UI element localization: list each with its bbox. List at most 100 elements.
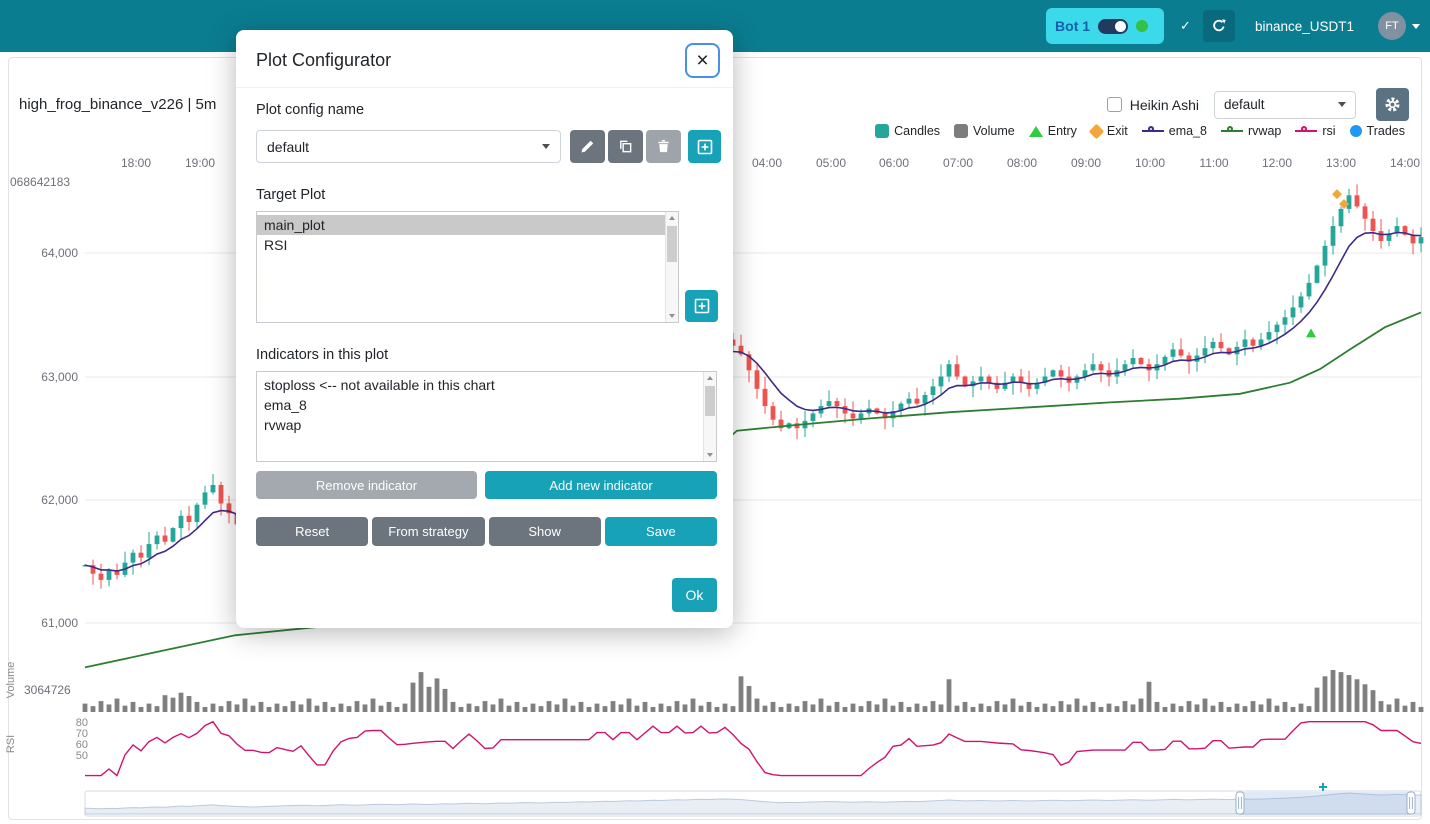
svg-text:06:00: 06:00 — [879, 156, 909, 170]
bot-toggle[interactable] — [1098, 18, 1129, 34]
close-icon[interactable]: × — [685, 43, 720, 78]
svg-text:11:00: 11:00 — [1199, 156, 1228, 170]
svg-text:80: 80 — [76, 717, 88, 729]
exit-marker-icon — [1332, 189, 1342, 200]
refresh-button[interactable] — [1202, 10, 1235, 42]
rvwap-swatch-icon — [1221, 126, 1243, 136]
pair-label: binance_USDT1 — [1254, 18, 1354, 34]
legend-label: Entry — [1047, 124, 1077, 138]
legend-item-rsi[interactable]: rsi — [1295, 124, 1336, 138]
bot-name-label: Bot 1 — [1055, 18, 1091, 34]
plus-square-icon — [697, 139, 712, 154]
chevron-down-icon — [542, 144, 550, 149]
list-option[interactable]: stoploss <-- not available in this chart — [264, 377, 495, 393]
chart-title: high_frog_binance_v226 | 5m — [19, 96, 217, 113]
legend-label: ema_8 — [1168, 124, 1207, 138]
scrollbar[interactable] — [703, 372, 716, 461]
target-plot-list[interactable]: main_plot RSI — [256, 211, 679, 323]
datazoom-slider[interactable] — [84, 783, 1422, 817]
chart-controls: Heikin Ashi default — [1106, 88, 1409, 121]
svg-text:10:00: 10:00 — [1135, 156, 1165, 170]
legend-label: rsi — [1322, 124, 1336, 138]
datazoom-trade-marker-icon — [1319, 783, 1327, 791]
scroll-down-icon[interactable] — [666, 309, 678, 322]
trash-icon — [658, 140, 669, 153]
add-config-button[interactable] — [688, 130, 721, 163]
header-divider — [236, 87, 733, 88]
svg-text:04:00: 04:00 — [752, 156, 782, 170]
svg-text:50: 50 — [76, 750, 88, 762]
plot-settings-button[interactable] — [1376, 88, 1409, 121]
svg-text:05:00: 05:00 — [816, 156, 846, 170]
indicators-list[interactable]: stoploss <-- not available in this chart… — [256, 371, 717, 462]
plus-square-icon — [694, 298, 709, 314]
list-option[interactable]: rvwap — [264, 417, 302, 433]
navbar-right-cluster: Bot 1 ✓ binance_USDT1 FT — [1046, 0, 1420, 52]
legend-item-rvwap[interactable]: rvwap — [1221, 124, 1281, 138]
target-plot-label: Target Plot — [256, 187, 326, 203]
svg-text:08:00: 08:00 — [1007, 156, 1037, 170]
scroll-up-icon[interactable] — [704, 372, 716, 385]
legend-label: rvwap — [1248, 124, 1282, 138]
user-menu[interactable]: FT — [1378, 12, 1420, 40]
legend-item-exit[interactable]: Exit — [1088, 123, 1128, 139]
legend-item-candles[interactable]: Candles — [875, 124, 940, 138]
list-option[interactable]: ema_8 — [264, 397, 307, 413]
ema_8-swatch-icon — [1141, 126, 1164, 136]
list-option[interactable]: main_plot — [257, 215, 665, 235]
svg-text:09:00: 09:00 — [1071, 156, 1101, 170]
remove-indicator-button[interactable]: Remove indicator — [256, 471, 477, 499]
legend-item-trades[interactable]: Trades — [1349, 124, 1405, 138]
heikin-ashi-checkbox[interactable] — [1106, 97, 1122, 112]
duplicate-config-button[interactable] — [608, 130, 643, 163]
indicators-label: Indicators in this plot — [256, 347, 389, 363]
svg-text:068642183: 068642183 — [10, 175, 70, 189]
exit-marker-icon — [1339, 198, 1349, 209]
plot-config-dropdown-value: default — [1224, 97, 1265, 112]
rename-config-button[interactable] — [570, 130, 605, 163]
volume-pane — [82, 670, 1424, 712]
check-icon: ✓ — [1180, 18, 1191, 33]
ok-button[interactable]: Ok — [672, 578, 717, 612]
scroll-thumb[interactable] — [705, 386, 715, 416]
svg-text:14:00: 14:00 — [1390, 156, 1420, 170]
bot-online-dot-icon — [1136, 20, 1149, 32]
datazoom-left-handle[interactable] — [1235, 791, 1245, 815]
rsi-pane — [85, 720, 1422, 777]
scrollbar[interactable] — [665, 212, 678, 322]
save-button[interactable]: Save — [604, 517, 717, 546]
scroll-down-icon[interactable] — [704, 448, 716, 461]
indicator-actions-row: Remove indicator Add new indicator — [256, 471, 717, 499]
add-plot-button[interactable] — [685, 290, 718, 322]
datazoom-right-handle[interactable] — [1406, 791, 1416, 815]
legend-item-volume[interactable]: Volume — [954, 124, 1015, 138]
svg-text:18:00: 18:00 — [121, 156, 151, 170]
bot-selector[interactable]: Bot 1 — [1046, 8, 1165, 44]
scroll-up-icon[interactable] — [666, 212, 678, 225]
legend-label: Candles — [894, 124, 941, 138]
plot-config-dropdown[interactable]: default — [1214, 90, 1356, 119]
config-actions-row: Reset From strategy Show Save — [256, 517, 717, 546]
from-strategy-button[interactable]: From strategy — [372, 517, 485, 546]
delete-config-button[interactable] — [646, 130, 681, 163]
heikin-ashi-label: Heikin Ashi — [1129, 96, 1199, 113]
svg-text:63,000: 63,000 — [41, 370, 78, 384]
legend-item-entry[interactable]: Entry — [1028, 124, 1077, 138]
legend-item-ema_8[interactable]: ema_8 — [1141, 124, 1207, 138]
svg-text:Volume: Volume — [5, 662, 17, 699]
svg-text:12:00: 12:00 — [1262, 156, 1292, 170]
plot-config-name-select[interactable]: default — [256, 130, 561, 163]
plot-configurator-modal: Plot Configurator × Plot config name def… — [236, 30, 733, 628]
show-button[interactable]: Show — [488, 517, 601, 546]
entry-marker-icon — [1306, 328, 1316, 338]
svg-text:64,000: 64,000 — [41, 246, 78, 260]
scroll-thumb[interactable] — [667, 226, 677, 262]
volume-swatch-icon — [954, 124, 969, 138]
refresh-icon — [1213, 19, 1226, 32]
reset-button[interactable]: Reset — [256, 517, 369, 546]
list-option[interactable]: RSI — [264, 237, 288, 253]
copy-icon — [620, 140, 632, 153]
toggle-knob-icon — [1115, 20, 1127, 32]
add-new-indicator-button[interactable]: Add new indicator — [485, 471, 717, 499]
candles-swatch-icon — [875, 124, 890, 138]
